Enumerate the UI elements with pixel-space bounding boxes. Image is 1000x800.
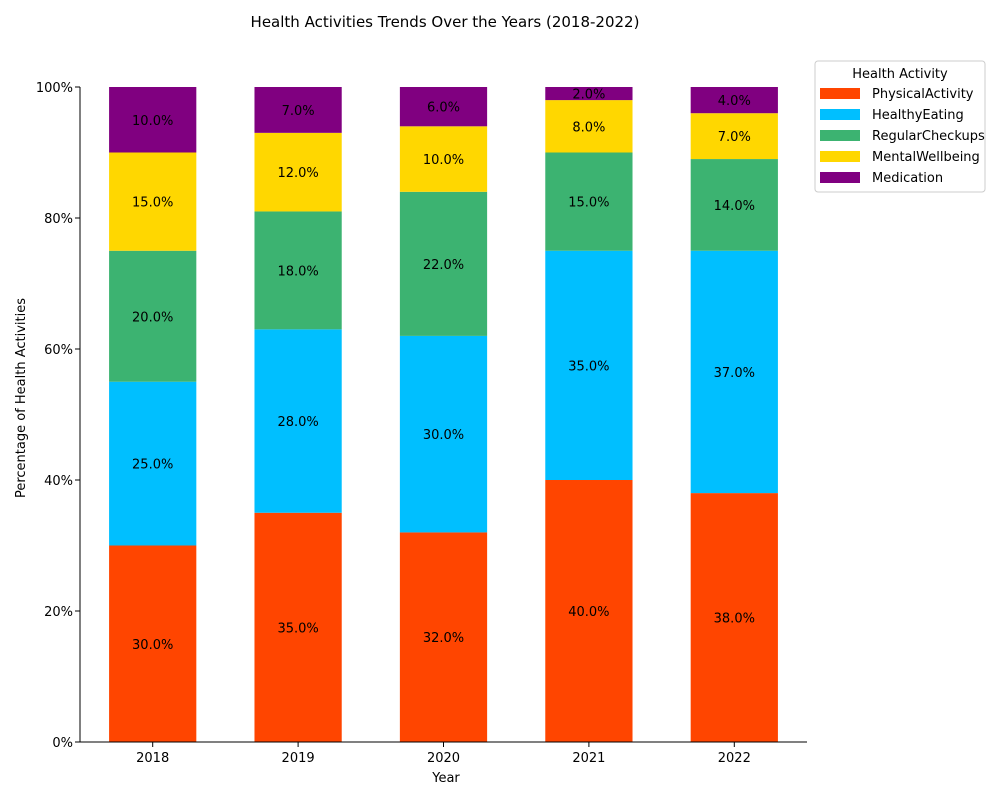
bar-label-medication-2020: 6.0%	[427, 101, 460, 116]
y-tick-label-2: 40%	[44, 474, 73, 489]
legend-swatch-mentalwellbeing	[820, 151, 860, 162]
bar-physicalactivity-2020	[399, 532, 488, 742]
legend-swatch-medication	[820, 172, 860, 183]
legend-swatch-healthyeating	[820, 109, 860, 120]
x-tick-label-2018: 2018	[136, 751, 169, 766]
bar-label-regularcheckups-2020: 22.0%	[423, 258, 464, 273]
bar-healthyeating-2018	[109, 381, 197, 546]
bar-label-healthyeating-2018: 25.0%	[132, 458, 173, 473]
bar-label-mentalwellbeing-2022: 7.0%	[718, 130, 751, 145]
bar-regularcheckups-2021	[545, 152, 633, 251]
x-tick-label-2020: 2020	[427, 751, 460, 766]
bar-regularcheckups-2022	[690, 159, 778, 251]
y-tick-label-5: 100%	[36, 81, 73, 96]
bars-group	[109, 87, 778, 742]
legend-swatch-physicalactivity	[820, 88, 860, 99]
legend-label-medication: Medication	[872, 171, 943, 186]
bar-label-medication-2018: 10.0%	[132, 114, 173, 129]
bar-label-healthyeating-2019: 28.0%	[277, 415, 318, 430]
legend-title: Health Activity	[852, 67, 948, 82]
bar-label-mentalwellbeing-2018: 15.0%	[132, 196, 173, 211]
bar-medication-2019	[254, 87, 342, 133]
bar-medication-2020	[399, 87, 488, 127]
bar-label-regularcheckups-2021: 15.0%	[568, 196, 609, 211]
bar-physicalactivity-2021	[545, 480, 633, 742]
bar-label-mentalwellbeing-2021: 8.0%	[572, 120, 605, 135]
bar-label-healthyeating-2020: 30.0%	[423, 428, 464, 443]
bar-label-physicalactivity-2019: 35.0%	[277, 621, 318, 636]
bar-label-mentalwellbeing-2020: 10.0%	[423, 153, 464, 168]
bar-healthyeating-2020	[399, 335, 488, 533]
legend-label-mentalwellbeing: MentalWellbeing	[872, 150, 980, 165]
y-tick-label-4: 80%	[44, 212, 73, 227]
bar-label-regularcheckups-2019: 18.0%	[277, 264, 318, 279]
bar-medication-2021	[545, 87, 633, 101]
bar-label-medication-2021: 2.0%	[572, 88, 605, 103]
legend-label-healthyeating: HealthyEating	[872, 108, 964, 123]
bar-mentalwellbeing-2018	[109, 152, 197, 251]
bar-labels-group: 30.0% 35.0% 32.0% 40.0% 38.0% 25.0% 28.0% 30.0%…	[132, 88, 755, 653]
bar-physicalactivity-2022	[690, 493, 778, 742]
bar-healthyeating-2019	[254, 329, 342, 513]
bar-healthyeating-2022	[690, 250, 778, 494]
bar-label-regularcheckups-2022: 14.0%	[714, 199, 755, 214]
bar-label-physicalactivity-2020: 32.0%	[423, 631, 464, 646]
y-tick-label-3: 60%	[44, 343, 73, 358]
legend-label-physicalactivity: PhysicalActivity	[872, 87, 974, 102]
bar-mentalwellbeing-2021	[545, 100, 633, 153]
bar-mentalwellbeing-2022	[690, 113, 778, 160]
bar-medication-2022	[690, 87, 778, 114]
bar-medication-2018	[109, 87, 197, 153]
bar-regularcheckups-2019	[254, 211, 342, 330]
bar-label-healthyeating-2021: 35.0%	[568, 359, 609, 374]
x-tick-label-2022: 2022	[718, 751, 751, 766]
bar-regularcheckups-2018	[109, 250, 197, 382]
y-axis-label: Percentage of Health Activities	[14, 298, 29, 498]
y-axis: 0% 20% 40% 60% 80% 100%	[36, 81, 81, 751]
bar-label-medication-2022: 4.0%	[718, 94, 751, 109]
x-axis: 2018 2019 2020 2021 2022	[80, 741, 807, 766]
legend-swatch-regularcheckups	[820, 130, 860, 141]
bar-label-healthyeating-2022: 37.0%	[714, 366, 755, 381]
bar-label-regularcheckups-2018: 20.0%	[132, 310, 173, 325]
bar-physicalactivity-2018	[109, 545, 197, 742]
x-tick-label-2021: 2021	[572, 751, 605, 766]
bar-healthyeating-2021	[545, 250, 633, 480]
legend: Health Activity PhysicalActivity HealthyE…	[814, 60, 986, 193]
bar-mentalwellbeing-2019	[254, 132, 342, 212]
chart-title: Health Activities Trends Over the Years …	[251, 13, 640, 31]
bar-label-physicalactivity-2022: 38.0%	[714, 612, 755, 627]
bar-regularcheckups-2020	[399, 191, 488, 336]
x-tick-label-2019: 2019	[282, 751, 315, 766]
y-tick-label-0: 0%	[52, 736, 73, 751]
bar-physicalactivity-2019	[254, 512, 342, 742]
y-tick-label-1: 20%	[44, 605, 73, 620]
x-axis-label: Year	[431, 771, 460, 786]
bar-label-mentalwellbeing-2019: 12.0%	[277, 166, 318, 181]
bar-label-physicalactivity-2018: 30.0%	[132, 638, 173, 653]
bar-label-medication-2019: 7.0%	[282, 104, 315, 119]
legend-label-regularcheckups: RegularCheckups	[872, 129, 985, 144]
bar-label-physicalactivity-2021: 40.0%	[568, 605, 609, 620]
bar-mentalwellbeing-2020	[399, 126, 488, 192]
